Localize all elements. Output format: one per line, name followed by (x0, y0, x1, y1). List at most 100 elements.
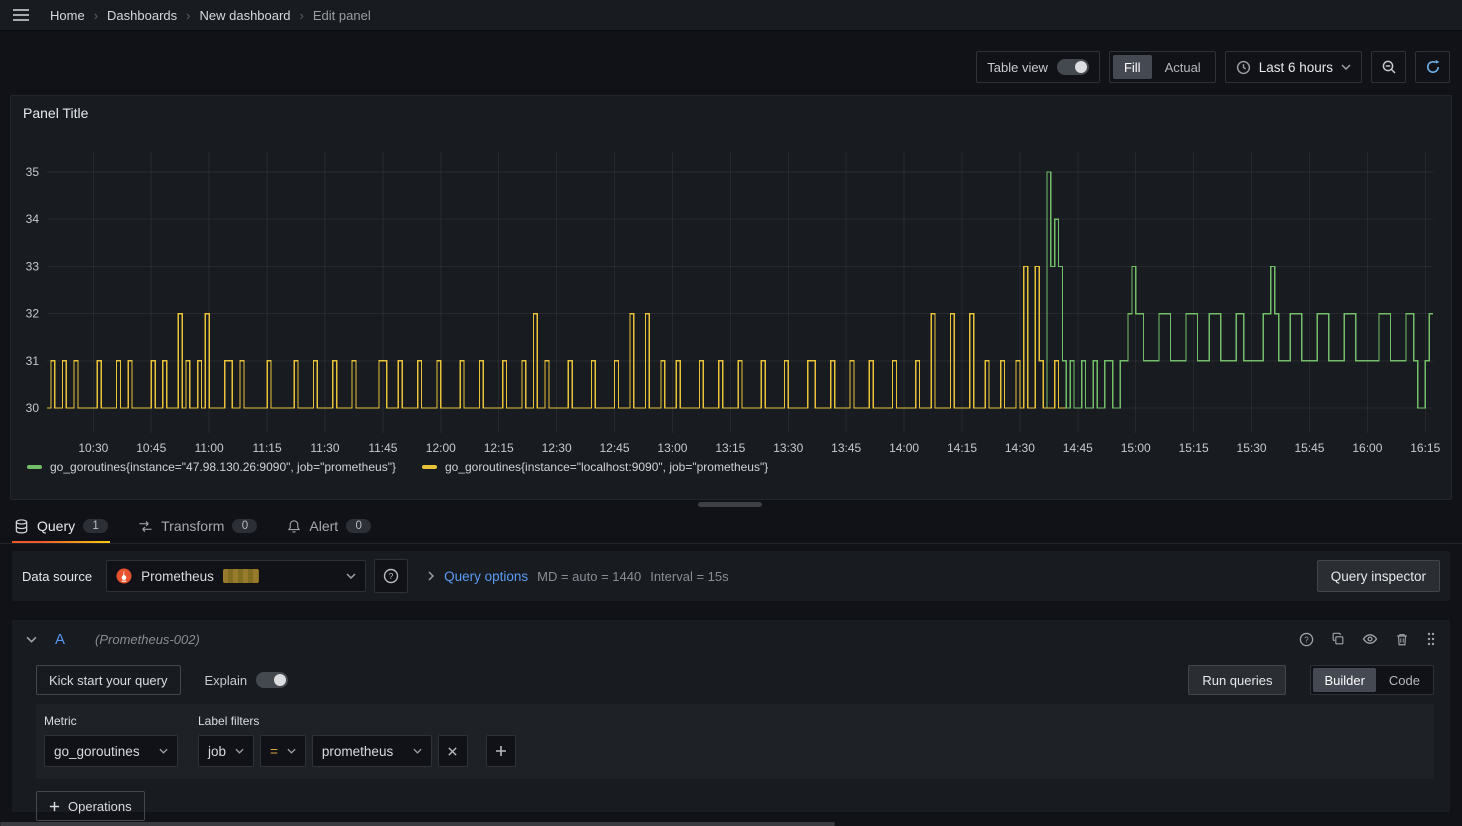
metric-value: go_goroutines (54, 743, 140, 759)
filter-value-value: prometheus (321, 743, 394, 759)
legend-label-yellow-series: go_goroutines{instance="localhost:9090",… (444, 460, 769, 474)
label-filters-label: Label filters (198, 714, 260, 728)
time-series-chart[interactable]: 30 31 32 33 34 35 10:30 10:45 11:00 11:15 11:30 11:… (11, 126, 1449, 458)
plus-icon (495, 745, 507, 757)
svg-text:14:00: 14:00 (889, 441, 919, 455)
panel-title: Panel Title (23, 105, 89, 121)
drag-grip-icon[interactable] (1426, 631, 1436, 647)
filter-value-select[interactable]: prometheus (311, 735, 432, 767)
svg-text:10:45: 10:45 (136, 441, 166, 455)
metric-label: Metric (44, 714, 77, 728)
datasource-picker[interactable]: Prometheus (106, 560, 367, 592)
breadcrumb-home[interactable]: Home (50, 7, 85, 23)
interval-summary: Interval = 15s (650, 568, 729, 584)
metric-select[interactable]: go_goroutines (44, 735, 178, 767)
menu-icon[interactable] (12, 8, 30, 22)
chevron-down-icon (159, 748, 168, 754)
explain-control: Explain (205, 672, 289, 688)
legend-label-green-series: go_goroutines{instance="47.98.130.26:909… (50, 460, 396, 474)
svg-text:34: 34 (26, 212, 40, 226)
svg-text:13:30: 13:30 (773, 441, 803, 455)
explain-toggle[interactable] (256, 672, 289, 688)
datasource-help-button[interactable]: ? (374, 559, 409, 593)
remove-filter-button[interactable] (437, 735, 468, 767)
tab-transform[interactable]: Transform 0 (136, 509, 259, 543)
label-filter-row: job = prometheus (198, 735, 516, 767)
add-operations-button[interactable]: Operations (36, 791, 145, 821)
breadcrumb-edit-panel: Edit panel (312, 7, 371, 23)
query-toolbar: Kick start your query Explain Run querie… (12, 658, 1450, 698)
chevron-down-icon (1341, 64, 1351, 70)
code-option[interactable]: Code (1388, 672, 1420, 688)
help-circle-icon[interactable]: ? (1299, 632, 1314, 647)
builder-code-group: Builder Code (1310, 665, 1434, 695)
chevron-right-icon (428, 571, 435, 581)
horizontal-scrollbar-thumb[interactable] (0, 822, 835, 826)
table-view-label: Table view (987, 59, 1048, 75)
plus-icon (49, 801, 60, 812)
collapse-chevron-icon[interactable] (26, 636, 37, 643)
svg-text:15:45: 15:45 (1294, 441, 1324, 455)
svg-text:12:45: 12:45 (600, 441, 630, 455)
tab-alert-count: 0 (346, 519, 372, 533)
tab-query[interactable]: Query 1 (12, 509, 111, 543)
svg-text:11:45: 11:45 (368, 441, 397, 455)
legend-swatch-yellow (421, 465, 437, 469)
panel-edit-toolbar: Table view Fill Actual Last 6 hours (976, 51, 1450, 83)
max-data-points-summary: MD = auto = 1440 (537, 568, 642, 584)
chevron-down-icon (413, 748, 422, 754)
table-view-toggle[interactable] (1056, 59, 1089, 75)
fill-option[interactable]: Fill (1112, 55, 1152, 79)
bell-icon (287, 519, 301, 534)
label-filters-field: Label filters job = (198, 714, 516, 767)
breadcrumb-dashboards[interactable]: Dashboards (107, 7, 178, 23)
run-queries-button[interactable]: Run queries (1188, 665, 1287, 695)
help-circle-icon: ? (383, 568, 399, 584)
legend-item[interactable]: go_goroutines{instance="47.98.130.26:909… (27, 460, 396, 474)
svg-text:13:45: 13:45 (831, 441, 861, 455)
query-row-a: A (Prometheus-002) ? (12, 620, 1450, 821)
chart-legend: go_goroutines{instance="47.98.130.26:909… (27, 460, 768, 474)
svg-text:15:30: 15:30 (1237, 441, 1267, 455)
datasource-label: Data source (22, 568, 93, 584)
svg-text:?: ? (1304, 635, 1309, 644)
chevron-right-icon: › (93, 7, 99, 23)
panel: Panel Title 30 31 32 33 34 35 10:30 10:45 11:00 1… (10, 95, 1452, 500)
svg-text:13:00: 13:00 (657, 441, 687, 455)
duplicate-icon[interactable] (1331, 632, 1345, 646)
time-range-label: Last 6 hours (1258, 59, 1333, 75)
query-options-toggle[interactable]: Query options (428, 569, 528, 584)
refresh-button[interactable] (1415, 51, 1450, 83)
filter-operator-select[interactable]: = (260, 735, 306, 767)
actual-option[interactable]: Actual (1164, 59, 1201, 75)
svg-text:12:30: 12:30 (542, 441, 572, 455)
query-builder: Metric go_goroutines Label filters job (36, 704, 1434, 779)
chevron-down-icon (287, 748, 296, 754)
operations-label: Operations (68, 798, 132, 814)
builder-option[interactable]: Builder (1313, 668, 1376, 692)
trash-icon[interactable] (1395, 632, 1409, 647)
zoom-out-button[interactable] (1371, 51, 1406, 83)
breadcrumb-new-dashboard[interactable]: New dashboard (199, 7, 291, 23)
chevron-down-icon (235, 748, 244, 754)
close-icon (447, 746, 458, 757)
chevron-right-icon: › (186, 7, 191, 23)
svg-text:16:15: 16:15 (1410, 441, 1440, 455)
legend-item[interactable]: go_goroutines{instance="localhost:9090",… (421, 460, 769, 474)
filter-label-value: job (208, 743, 227, 759)
panel-resize-handle[interactable] (698, 502, 762, 507)
magnifier-minus-icon (1381, 59, 1397, 75)
query-inspector-button[interactable]: Query inspector (1316, 560, 1440, 592)
add-filter-button[interactable] (485, 735, 516, 767)
svg-text:10:30: 10:30 (78, 441, 108, 455)
bottom-tabs: Query 1 Transform 0 Alert 0 (0, 509, 1462, 544)
time-range-picker[interactable]: Last 6 hours (1224, 51, 1362, 83)
kick-start-query-button[interactable]: Kick start your query (36, 665, 181, 695)
query-ref-id: A (55, 630, 66, 648)
tab-alert[interactable]: Alert 0 (285, 509, 373, 543)
filter-label-select[interactable]: job (198, 735, 255, 767)
datasource-value: Prometheus (141, 568, 214, 584)
explain-label: Explain (204, 672, 248, 688)
eye-icon[interactable] (1362, 631, 1378, 647)
